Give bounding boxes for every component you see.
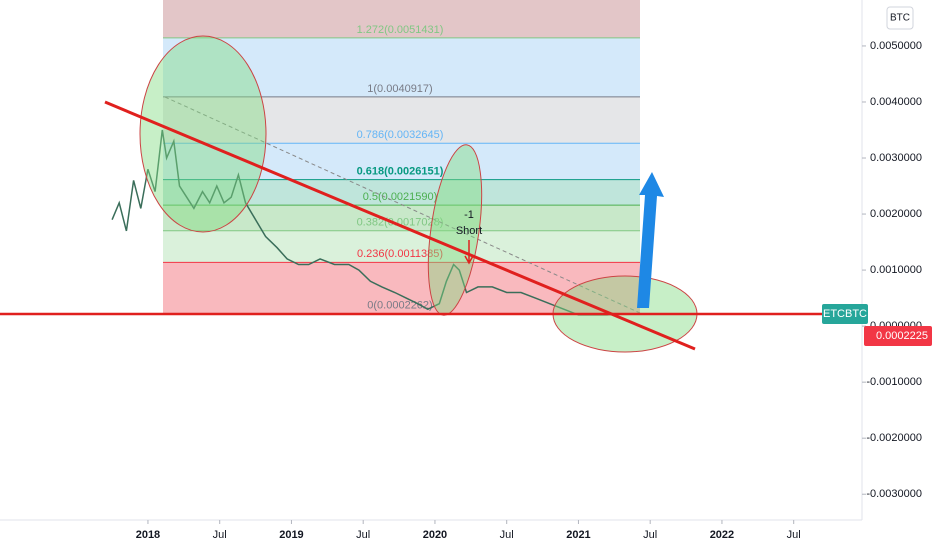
x-tick-label: Jul (787, 529, 801, 541)
fib-label: 1(0.0040917) (367, 83, 432, 95)
x-tick-label: 2019 (279, 529, 303, 541)
y-tick-label: -0.0030000 (866, 488, 922, 500)
fib-band (163, 0, 640, 38)
x-tick-label: Jul (213, 529, 227, 541)
x-tick-label: Jul (643, 529, 657, 541)
x-tick-label: 2022 (710, 529, 734, 541)
last-price: 0.0002225 (876, 330, 928, 342)
fib-band (163, 96, 640, 144)
annotation-arrow (464, 240, 474, 265)
x-tick-label: 2020 (423, 529, 447, 541)
fib-band (163, 143, 640, 180)
symbol-label: ETCBTC (823, 308, 867, 320)
y-tick-label: -0.0020000 (866, 432, 922, 444)
fib-label: 1.272(0.0051431) (357, 24, 444, 36)
y-tick-label: 0.0050000 (870, 40, 922, 52)
arrow-up (637, 172, 664, 308)
y-tick-label: 0.0040000 (870, 96, 922, 108)
fib-band (163, 230, 640, 263)
fib-label: 0.786(0.0032645) (357, 129, 444, 141)
price-badge (864, 326, 932, 346)
y-tick-label: 0.0010000 (870, 264, 922, 276)
fib-band (163, 262, 640, 314)
annotation: Short (456, 225, 482, 237)
fib-label: 0.618(0.0026151) (357, 165, 444, 177)
price-line (111, 129, 619, 316)
dashed-trend (164, 96, 641, 314)
plot (111, 129, 619, 316)
currency-box[interactable] (886, 6, 914, 30)
symbol-badge (822, 304, 868, 324)
y-tick-label: -0.0010000 (866, 376, 922, 388)
x-tick-label: 2018 (136, 529, 160, 541)
y-tick-label: 0.0030000 (870, 152, 922, 164)
trend-line (104, 100, 696, 351)
y-tick-label: 0.0020000 (870, 208, 922, 220)
annotation: -1 (464, 209, 474, 221)
x-tick-label: Jul (356, 529, 370, 541)
fib-label: 0(0.0002262) (367, 299, 432, 311)
fib-label: 0.5(0.0021590) (363, 191, 438, 203)
x-tick-label: 2021 (566, 529, 590, 541)
ellipse (139, 35, 267, 233)
fib-label: 0.382(0.0017028) (357, 217, 444, 229)
fib-label: 0.236(0.0011385) (357, 248, 443, 260)
fib-band (163, 37, 640, 97)
x-tick-label: Jul (500, 529, 514, 541)
currency: BTC (890, 13, 910, 24)
